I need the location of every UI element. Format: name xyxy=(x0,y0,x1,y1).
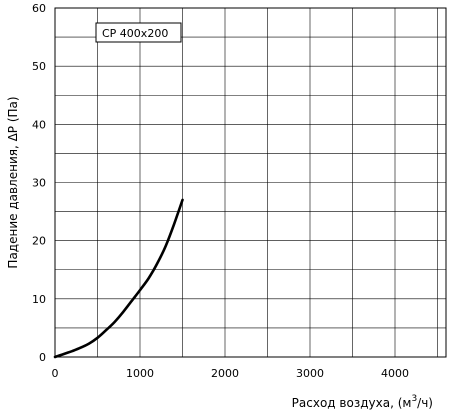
y-tick-label: 10 xyxy=(32,293,46,306)
y-tick-label: 30 xyxy=(32,177,46,190)
series-layer xyxy=(53,198,184,359)
x-axis-title-base: Расход воздуха, (м xyxy=(292,396,412,410)
legend: CP 400x200 xyxy=(95,22,182,43)
y-axis-title: Падение давления, ΔP (Па) xyxy=(6,96,20,268)
y-tick-label: 0 xyxy=(39,351,46,364)
x-tick-label: 2000 xyxy=(211,367,239,380)
x-tick-label: 0 xyxy=(52,367,59,380)
x-tick-label: 3000 xyxy=(296,367,324,380)
y-tick-label: 40 xyxy=(32,118,46,131)
series-line xyxy=(53,198,184,359)
y-tick-label: 60 xyxy=(32,2,46,15)
x-axis-title: Расход воздуха, (м3/ч) xyxy=(292,394,433,410)
legend-label: CP 400x200 xyxy=(102,27,168,40)
x-axis-title-superscript: 3 xyxy=(411,394,417,404)
x-axis-ticks: 0 1000 2000 3000 4000 xyxy=(52,367,410,380)
y-tick-label: 50 xyxy=(32,60,46,73)
legend-box xyxy=(95,22,182,43)
x-axis-title-suffix: /ч) xyxy=(417,396,433,410)
x-tick-label: 1000 xyxy=(126,367,154,380)
grid-lines xyxy=(55,8,446,357)
plot-frame xyxy=(54,7,447,358)
y-tick-label: 20 xyxy=(32,235,46,248)
y-axis-ticks: 0 10 20 30 40 50 60 xyxy=(32,2,46,364)
x-tick-label: 4000 xyxy=(381,367,409,380)
